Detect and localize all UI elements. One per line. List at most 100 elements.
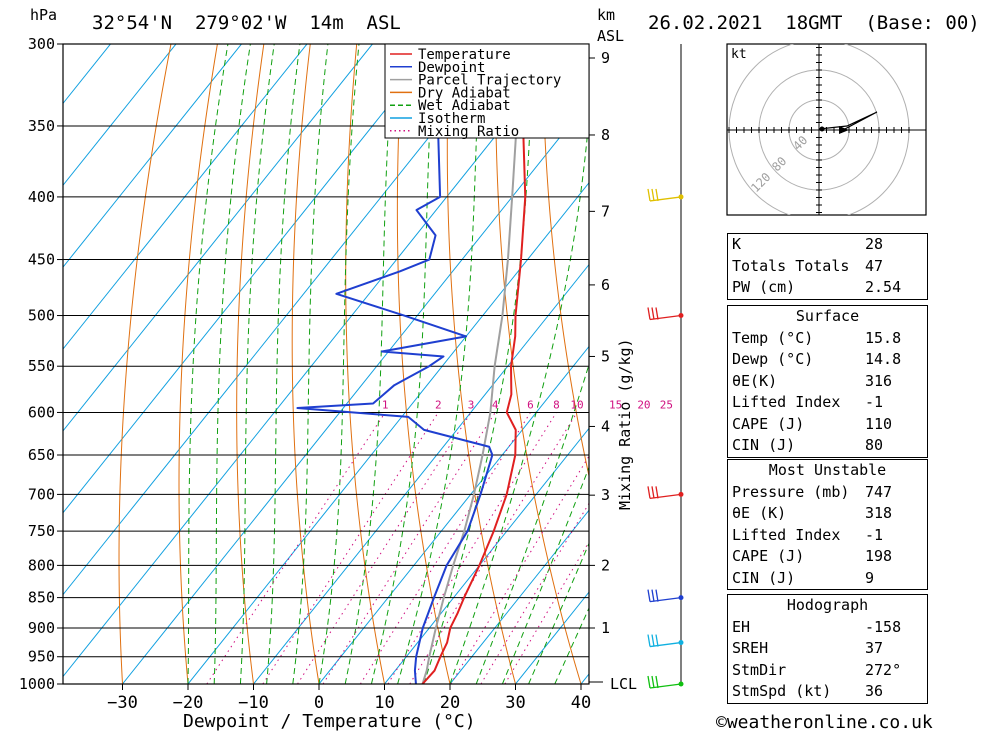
isotherm-line — [63, 44, 374, 432]
temperature-tick-label: 30 — [505, 693, 525, 713]
pressure-tick-label: 350 — [28, 117, 55, 135]
x-axis-label: Dewpoint / Temperature (°C) — [183, 711, 476, 732]
wind-barb-flag — [647, 486, 651, 499]
wind-barb-flag — [655, 675, 659, 689]
pressure-tick-label: 750 — [28, 522, 55, 540]
temperature-tick-label: 0 — [314, 693, 324, 713]
copyright: ©weatheronline.co.uk — [716, 712, 933, 733]
index-row: CAPE (J) 110 — [728, 414, 927, 436]
wind-barb — [649, 493, 682, 500]
index-row: CIN (J) 9 — [728, 568, 927, 590]
temperature-tick-label: −30 — [107, 693, 138, 713]
datetime-title: 26.02.2021 18GMT (Base: 00) — [648, 12, 980, 34]
index-value: -1 — [865, 525, 884, 544]
index-row: StmSpd (kt) 36 — [728, 681, 927, 703]
index-value: 37 — [865, 639, 884, 657]
index-row: Temp (°C) 15.8 — [728, 328, 927, 350]
dewpoint-line — [296, 44, 576, 684]
index-label: CIN (J) — [732, 568, 796, 587]
index-row: θE(K) 316 — [728, 371, 927, 393]
mixing-ratio-label: 6 — [527, 398, 534, 411]
most-unstable-panel: Most Unstable Pressure (mb) 747 θE (K) 318 L… — [727, 459, 928, 590]
hodograph-origin — [819, 126, 825, 132]
legend-label: Mixing Ratio — [418, 124, 519, 140]
wind-barb-flag — [655, 589, 659, 602]
temperature-tick-label: −20 — [173, 693, 204, 713]
index-value: 2.54 — [865, 278, 902, 296]
index-row: Lifted Index -1 — [728, 525, 927, 547]
mixing-ratio-axis-label: Mixing Ratio (g/kg) — [616, 338, 634, 510]
location-title: 32°54'N 279°02'W 14m ASL — [92, 12, 401, 34]
index-label: PW (cm) — [732, 278, 796, 296]
index-value: -1 — [865, 393, 884, 411]
pressure-tick-label: 500 — [28, 307, 55, 325]
index-label: θE(K) — [732, 371, 778, 390]
index-row: PW (cm) 2.54 — [728, 277, 927, 299]
skewt-plot-area: 1 2 3 4 6 8 10 15 20 25 3003504004505005506006507… — [19, 35, 673, 713]
pressure-tick-label: 600 — [28, 403, 55, 421]
indices-top-panel: K 28 Totals Totals 47 PW (cm) 2.54 — [727, 233, 928, 300]
wind-barb-column — [647, 44, 684, 689]
wind-barb-flag — [651, 188, 655, 202]
index-value: 110 — [865, 414, 893, 433]
hodograph-trace — [818, 111, 878, 131]
surface-panel: Surface Temp (°C) 15.8 Dewp (°C) 14.8 θE(K) 3… — [727, 305, 928, 458]
most-unstable-title: Most Unstable — [768, 461, 887, 479]
index-row: CIN (J) 80 — [728, 435, 927, 457]
index-row: StmDir 272° — [728, 660, 927, 682]
index-label: K — [732, 235, 742, 253]
index-label: Lifted Index — [732, 525, 841, 544]
index-value: 316 — [865, 371, 893, 390]
mixing-ratio-label: 8 — [553, 398, 560, 411]
height-tick-label: 7 — [601, 202, 610, 220]
pressure-tick-label: 950 — [28, 648, 55, 666]
mixing-ratio-label: 4 — [492, 398, 499, 411]
wind-barb-flag — [651, 486, 655, 499]
index-value: 318 — [865, 504, 893, 522]
index-label: Lifted Index — [732, 393, 841, 411]
wind-barb-flag — [655, 307, 659, 320]
index-label: θE (K) — [732, 504, 787, 522]
index-value: 747 — [865, 482, 893, 501]
height-tick-label: 8 — [601, 126, 610, 144]
wet-adiabat-line — [187, 44, 229, 684]
mixing-ratio-line — [262, 412, 439, 684]
wind-barb-flag — [647, 634, 651, 647]
wind-barb-flag — [655, 486, 659, 499]
surface-title: Surface — [795, 307, 860, 325]
wet-adiabat-line — [475, 362, 589, 684]
wet-adiabat-line — [213, 44, 251, 684]
index-label: StmSpd (kt) — [732, 682, 832, 700]
isotherm-line — [63, 44, 112, 105]
pressure-tick-label: 1000 — [19, 675, 55, 693]
mixing-ratio-label: 1 — [382, 398, 389, 411]
pressure-tick-label: 400 — [28, 188, 55, 206]
pressure-tick-label: 300 — [28, 35, 55, 53]
index-value: 15.8 — [865, 328, 902, 347]
isotherm-line — [63, 44, 177, 187]
mixing-ratio-label: 15 — [609, 398, 622, 411]
temperature-line — [421, 44, 531, 684]
wind-barb-flag — [647, 307, 651, 320]
index-row: Lifted Index -1 — [728, 392, 927, 414]
wind-barb-flag — [647, 675, 651, 689]
lcl-label: LCL — [610, 675, 637, 693]
pressure-tick-label: 900 — [28, 619, 55, 637]
height-tick-label: 6 — [601, 276, 610, 294]
pressure-axis: 300 350 400 450 500 550 600 650 700 750 800 850 900 9… — [19, 35, 63, 693]
wind-barb — [649, 314, 682, 321]
wind-barb-flag — [655, 188, 659, 202]
height-tick-label: 5 — [601, 347, 610, 365]
isotherm-line — [63, 44, 243, 268]
mixing-ratio-label: 2 — [435, 398, 442, 411]
wind-barb-flag — [651, 634, 655, 647]
isotherm-line — [63, 44, 308, 350]
pressure-tick-label: 650 — [28, 446, 55, 464]
isotherm-line — [318, 345, 589, 684]
legend-label: Dry Adiabat — [418, 85, 511, 101]
index-value: 198 — [865, 547, 893, 565]
plot-frame — [62, 43, 590, 685]
pressure-tick-label: 700 — [28, 485, 55, 503]
